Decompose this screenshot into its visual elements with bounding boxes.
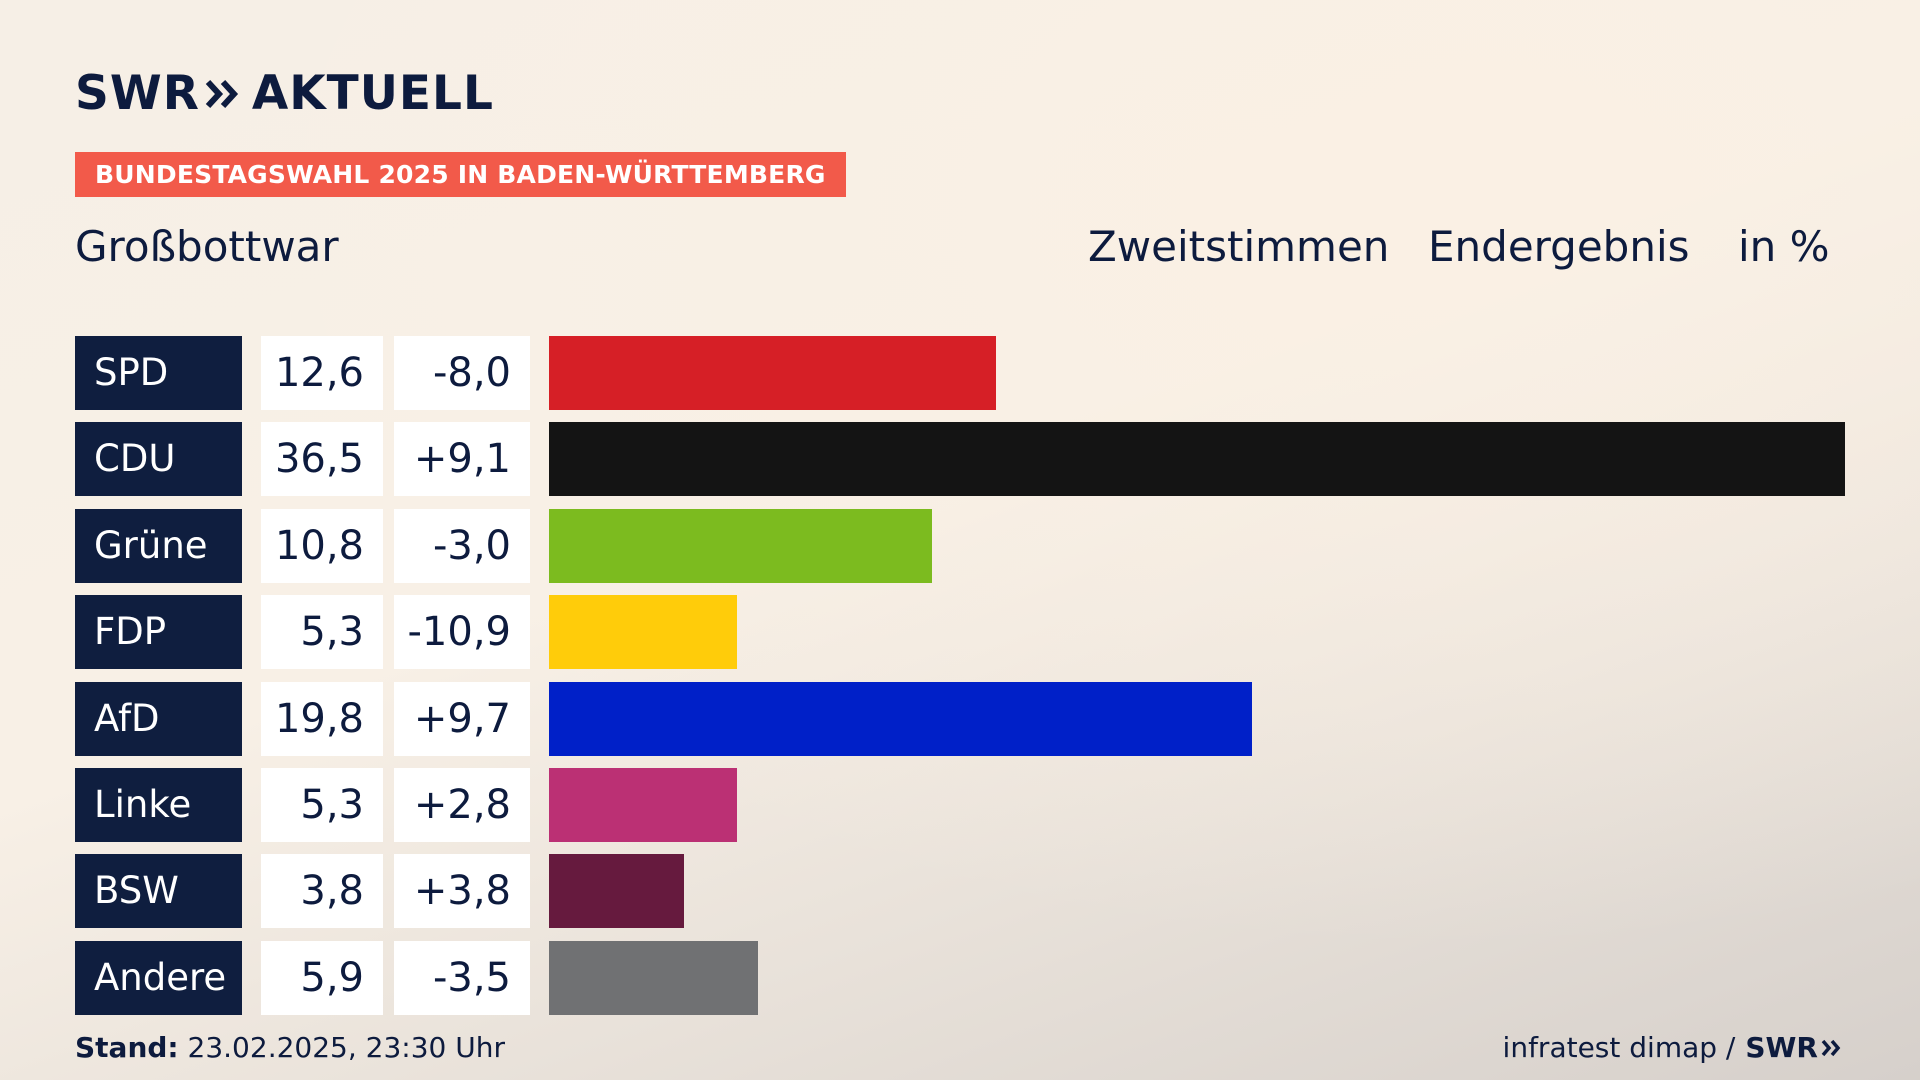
vote-share-label: 12,6: [261, 336, 383, 410]
swr-aktuell-logo: SWR AKTUELL: [75, 66, 494, 121]
vote-share-label: 19,8: [261, 681, 383, 756]
bar: [549, 508, 932, 583]
vote-share-label: 3,8: [261, 854, 383, 929]
bar: [549, 595, 737, 670]
vote-share-label: 5,3: [261, 595, 383, 670]
logo-swr-text: SWR: [75, 66, 200, 121]
change-label: +3,8: [394, 854, 530, 929]
swr-source-logo: SWR: [1745, 1031, 1843, 1064]
vote-share-label: 5,3: [261, 768, 383, 842]
place-title: Großbottwar: [75, 222, 339, 271]
party-label: Linke: [75, 768, 242, 842]
party-label: SPD: [75, 336, 242, 410]
vote-share-label: 10,8: [261, 508, 383, 583]
change-label: +9,7: [394, 681, 530, 756]
party-label: BSW: [75, 854, 242, 929]
party-label: AfD: [75, 681, 242, 756]
bar: [549, 940, 758, 1015]
vote-type-label: Zweitstimmen: [1088, 222, 1390, 271]
source-text: infratest dimap /: [1502, 1031, 1736, 1064]
result-type-label: Endergebnis: [1428, 222, 1690, 271]
change-label: +9,1: [394, 422, 530, 497]
party-label: Andere: [75, 940, 242, 1015]
source-credit: infratest dimap / SWR: [1503, 1031, 1843, 1064]
change-label: -10,9: [394, 595, 530, 670]
change-label: +2,8: [394, 768, 530, 842]
party-label: CDU: [75, 422, 242, 497]
change-label: -8,0: [394, 336, 530, 410]
double-chevron-right-icon: [205, 79, 238, 108]
party-label: FDP: [75, 595, 242, 670]
change-label: -3,0: [394, 508, 530, 583]
vote-share-label: 36,5: [261, 422, 383, 497]
double-chevron-right-icon: [1821, 1039, 1841, 1056]
bar: [549, 422, 1845, 497]
stand-label: Stand:: [75, 1031, 179, 1064]
vote-share-label: 5,9: [261, 940, 383, 1015]
party-label: Grüne: [75, 508, 242, 583]
bar: [549, 854, 684, 929]
timestamp: Stand: 23.02.2025, 23:30 Uhr: [75, 1031, 505, 1064]
election-banner: BUNDESTAGSWAHL 2025 IN BADEN-WÜRTTEMBERG: [75, 152, 846, 197]
stand-value: 23.02.2025, 23:30 Uhr: [187, 1031, 505, 1064]
swr-source-logo-text: SWR: [1745, 1031, 1818, 1064]
bar: [549, 681, 1252, 756]
change-label: -3,5: [394, 940, 530, 1015]
unit-label: in %: [1738, 222, 1830, 271]
logo-aktuell-text: AKTUELL: [251, 66, 494, 121]
bar: [549, 768, 737, 842]
bar: [549, 336, 996, 410]
